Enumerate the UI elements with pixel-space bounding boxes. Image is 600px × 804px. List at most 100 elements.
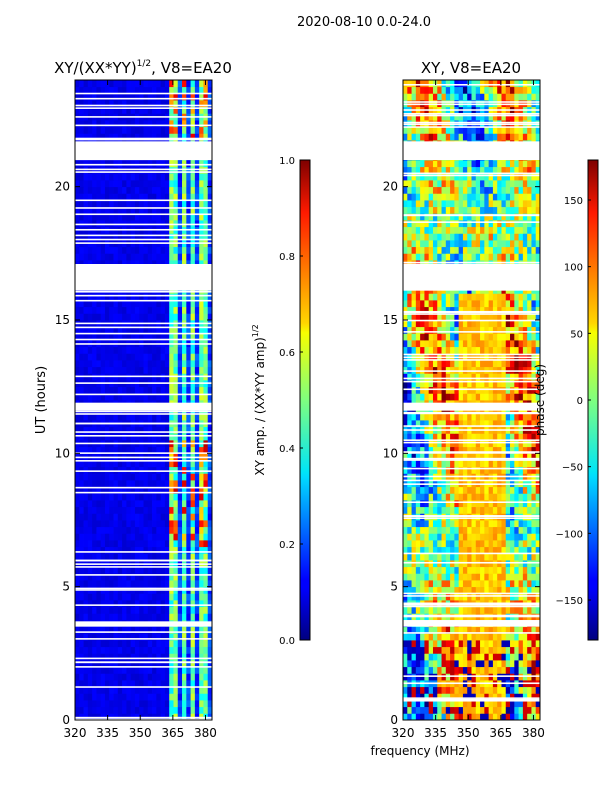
phase-heatmap-cell (437, 707, 442, 714)
amplitude-flagged-scan (75, 333, 212, 335)
amplitude-heatmap-cell (92, 433, 97, 440)
phase-heatmap-cell (472, 467, 477, 474)
amplitude-heatmap-cell (199, 87, 204, 94)
amplitude-heatmap-cell (126, 193, 131, 200)
amplitude-heatmap-cell (135, 87, 140, 94)
amplitude-heatmap-cell (152, 467, 157, 474)
phase-heatmap-cell (450, 647, 455, 654)
amplitude-heatmap-cell (186, 680, 191, 687)
phase-heatmap-cell (407, 433, 412, 440)
phase-heatmap-cell (489, 567, 494, 574)
amplitude-heatmap-cell (105, 253, 110, 260)
phase-heatmap-cell (463, 593, 468, 600)
amplitude-heatmap-cell (101, 527, 106, 534)
phase-heatmap-cell (472, 633, 477, 640)
amplitude-heatmap-cell (182, 647, 187, 654)
amplitude-heatmap-cell (195, 500, 200, 507)
phase-heatmap-cell (519, 393, 524, 400)
phase-heatmap-cell (403, 660, 408, 667)
phase-heatmap-cell (450, 533, 455, 540)
amplitude-heatmap-cell (96, 520, 101, 527)
phase-heatmap-cell (497, 573, 502, 580)
phase-heatmap-cell (531, 507, 536, 514)
amplitude-heatmap-cell (122, 507, 127, 514)
amplitude-heatmap-cell (79, 220, 84, 227)
amplitude-heatmap-cell (165, 313, 170, 320)
phase-heatmap-cell (493, 593, 498, 600)
amplitude-heatmap-cell (84, 580, 89, 587)
amplitude-heatmap-cell (135, 193, 140, 200)
phase-heatmap-cell (480, 487, 485, 494)
phase-heatmap-cell (442, 653, 447, 660)
amplitude-heatmap-cell (139, 360, 144, 367)
phase-heatmap-cell (523, 573, 528, 580)
phase-heatmap-cell (514, 567, 519, 574)
amplitude-heatmap-cell (122, 673, 127, 680)
amplitude-heatmap-cell (118, 360, 123, 367)
phase-heatmap-cell (407, 553, 412, 560)
phase-heatmap-cell (510, 373, 515, 380)
amplitude-heatmap-cell (191, 607, 196, 614)
amplitude-heatmap-cell (148, 513, 153, 520)
amplitude-heatmap-cell (144, 507, 149, 514)
amplitude-flagged-scan (75, 661, 212, 663)
amplitude-heatmap-cell (148, 473, 153, 480)
amplitude-heatmap-cell (182, 513, 187, 520)
amplitude-heatmap-cell (191, 540, 196, 547)
amplitude-heatmap-cell (114, 360, 119, 367)
phase-heatmap-cell (454, 373, 459, 380)
phase-heatmap-cell (412, 433, 417, 440)
phase-heatmap-cell (514, 487, 519, 494)
amplitude-heatmap-cell (186, 533, 191, 540)
phase-heatmap-cell (450, 467, 455, 474)
amplitude-heatmap-cell (195, 87, 200, 94)
phase-heatmap-cell (531, 653, 536, 660)
amplitude-heatmap-cell (199, 580, 204, 587)
phase-heatmap-cell (527, 707, 532, 714)
amplitude-data-gap (75, 403, 212, 411)
amplitude-heatmap-cell (131, 473, 136, 480)
amplitude-xtick-label: 350 (129, 726, 152, 740)
phase-heatmap-cell (412, 440, 417, 447)
phase-heatmap-cell (472, 553, 477, 560)
phase-heatmap-cell (476, 440, 481, 447)
phase-heatmap-cell (497, 647, 502, 654)
phase-heatmap-cell (416, 553, 421, 560)
figure-suptitle: 2020-08-10 0.0-24.0 (297, 15, 431, 30)
amplitude-heatmap-cell (114, 293, 119, 300)
amplitude-heatmap-cell (165, 247, 170, 254)
phase-heatmap-cell (519, 687, 524, 694)
amplitude-heatmap-cell (139, 473, 144, 480)
phase-heatmap-cell (476, 460, 481, 467)
amplitude-heatmap-cell (178, 433, 183, 440)
phase-heatmap-cell (454, 573, 459, 580)
amplitude-heatmap-cell (199, 360, 204, 367)
amplitude-heatmap-cell (118, 527, 123, 534)
amplitude-heatmap-cell (84, 127, 89, 134)
phase-heatmap-cell (472, 660, 477, 667)
amplitude-heatmap-cell (126, 707, 131, 714)
amplitude-heatmap-cell (118, 613, 123, 620)
phase-heatmap-cell (416, 347, 421, 354)
phase-heatmap-cell (420, 387, 425, 394)
amplitude-heatmap-cell (199, 647, 204, 654)
amplitude-heatmap-cell (105, 127, 110, 134)
amplitude-heatmap-cell (131, 307, 136, 314)
amplitude-heatmap-cell (135, 693, 140, 700)
amplitude-heatmap-cell (101, 533, 106, 540)
amplitude-heatmap-cell (118, 607, 123, 614)
amplitude-heatmap-cell (131, 360, 136, 367)
phase-heatmap-cell (429, 360, 434, 367)
phase-heatmap-cell (480, 360, 485, 367)
phase-heatmap-cell (480, 593, 485, 600)
amplitude-heatmap-cell (109, 673, 114, 680)
amplitude-heatmap-cell (118, 193, 123, 200)
amplitude-heatmap-cell (203, 493, 208, 500)
phase-heatmap-cell (446, 580, 451, 587)
phase-heatmap-cell (459, 540, 464, 547)
phase-heatmap-cell (523, 567, 528, 574)
amplitude-heatmap-cell (178, 647, 183, 654)
amplitude-heatmap-cell (191, 347, 196, 354)
phase-heatmap-cell (459, 707, 464, 714)
amplitude-heatmap-cell (96, 493, 101, 500)
